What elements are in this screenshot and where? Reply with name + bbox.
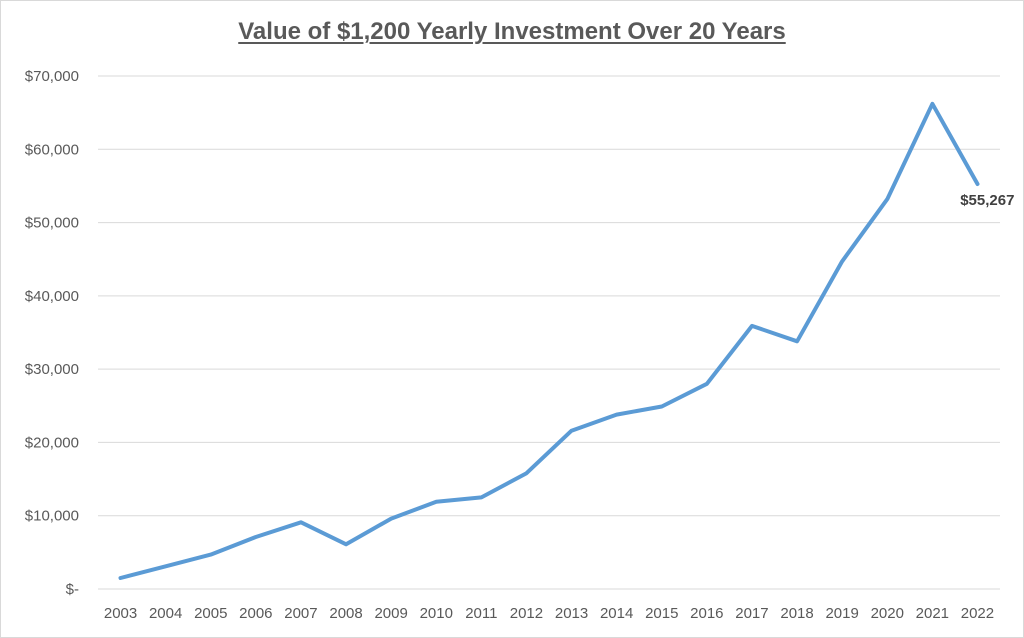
x-tick-label: 2010: [420, 605, 453, 622]
data-point: [435, 501, 437, 503]
data-point: [525, 472, 527, 474]
y-axis-ticks: $- $10,000 $20,000 $30,000 $40,000 $50,000 $60…: [25, 68, 79, 598]
x-tick-label: 2014: [600, 605, 633, 622]
data-point: [796, 340, 798, 342]
x-tick-label: 2021: [916, 605, 949, 622]
data-point: [120, 577, 122, 579]
x-tick-label: 2016: [690, 605, 723, 622]
data-point: [661, 406, 663, 408]
x-tick-label: 2012: [510, 605, 543, 622]
data-label: $55,267: [960, 192, 1014, 209]
data-point: [841, 260, 843, 262]
x-tick-label: 2011: [465, 605, 497, 622]
y-tick-label: $70,000: [25, 68, 79, 85]
x-tick-label: 2022: [961, 605, 994, 622]
data-point: [210, 554, 212, 556]
y-tick-label: $-: [66, 581, 79, 598]
data-labels: $55,267: [960, 192, 1014, 209]
data-point: [886, 198, 888, 200]
x-tick-label: 2008: [329, 605, 362, 622]
x-tick-label: 2007: [284, 605, 317, 622]
gridlines: [98, 75, 1000, 590]
data-point: [751, 325, 753, 327]
data-point: [616, 414, 618, 416]
x-tick-label: 2003: [104, 605, 137, 622]
data-point: [706, 383, 708, 385]
data-point: [931, 103, 933, 105]
series-lines: [118, 101, 980, 580]
x-tick-label: 2005: [194, 605, 227, 622]
data-point: [571, 430, 573, 432]
data-point: [300, 521, 302, 523]
x-tick-label: 2015: [645, 605, 678, 622]
y-tick-label: $50,000: [25, 215, 79, 232]
series-line: [118, 101, 980, 580]
x-axis-ticks: 2003 2004 2005 2006 2007 2008 2009 2010 2011 2012…: [104, 605, 994, 622]
x-tick-label: 2019: [825, 605, 858, 622]
x-tick-label: 2018: [780, 605, 813, 622]
x-tick-label: 2017: [735, 605, 768, 622]
y-tick-label: $40,000: [25, 288, 79, 305]
y-tick-label: $10,000: [25, 508, 79, 525]
y-tick-label: $20,000: [25, 434, 79, 451]
data-point: [390, 518, 392, 520]
x-tick-label: 2009: [374, 605, 407, 622]
data-point: [976, 183, 978, 185]
y-tick-label: $60,000: [25, 141, 79, 158]
data-point: [345, 543, 347, 545]
x-tick-label: 2020: [871, 605, 904, 622]
data-point: [480, 496, 482, 498]
data-point: [255, 536, 257, 538]
y-tick-label: $30,000: [25, 361, 79, 378]
chart-title: Value of $1,200 Yearly Investment Over 2…: [238, 18, 786, 45]
data-point: [165, 565, 167, 567]
x-tick-label: 2004: [149, 605, 182, 622]
x-tick-label: 2013: [555, 605, 588, 622]
x-tick-label: 2006: [239, 605, 272, 622]
